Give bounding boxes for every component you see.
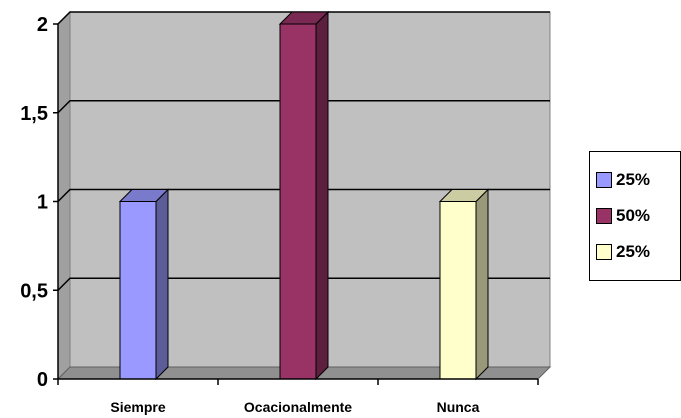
bar-nunca <box>438 188 490 381</box>
y-tick-label: 1 <box>37 192 48 214</box>
gridline <box>57 277 550 291</box>
y-tick-label: 0,5 <box>20 280 48 302</box>
y-tick-label: 1,5 <box>20 103 48 125</box>
y-tick-label: 0 <box>37 369 48 391</box>
legend-label-3: 25% <box>616 242 651 261</box>
legend-item-2: 50% <box>596 204 650 228</box>
legend-item-3: 25% <box>596 240 650 264</box>
legend-swatch-1 <box>596 172 612 188</box>
legend-label-2: 50% <box>616 206 651 225</box>
bars <box>118 10 490 381</box>
bar-ocacionalmente <box>278 10 330 381</box>
legend-swatch-2 <box>596 208 612 224</box>
legend-swatch-3 <box>596 244 612 260</box>
bar-front <box>279 23 317 380</box>
x-tick-label: Ocacionalmente <box>244 399 352 415</box>
legend: 25% 50% 25% <box>589 151 681 281</box>
legend-label-1: 25% <box>616 170 651 189</box>
bar-side <box>475 188 489 381</box>
x-axis-ticks: Siempre Ocacionalmente Nunca <box>57 378 539 415</box>
y-tick-label: 2 <box>37 14 48 36</box>
gridline <box>57 100 550 114</box>
bar-side <box>155 188 169 381</box>
legend-item-1: 25% <box>596 168 650 192</box>
gridline <box>57 11 550 25</box>
x-tick-label: Nunca <box>437 399 480 415</box>
bar-siempre <box>118 188 170 381</box>
bar-front <box>119 201 157 380</box>
bar-side <box>315 10 329 381</box>
x-tick-label: Siempre <box>110 399 165 415</box>
bar-front <box>439 201 477 380</box>
y-axis-ticks: 0 0,5 1 1,5 2 <box>20 14 59 391</box>
gridline <box>57 188 550 203</box>
